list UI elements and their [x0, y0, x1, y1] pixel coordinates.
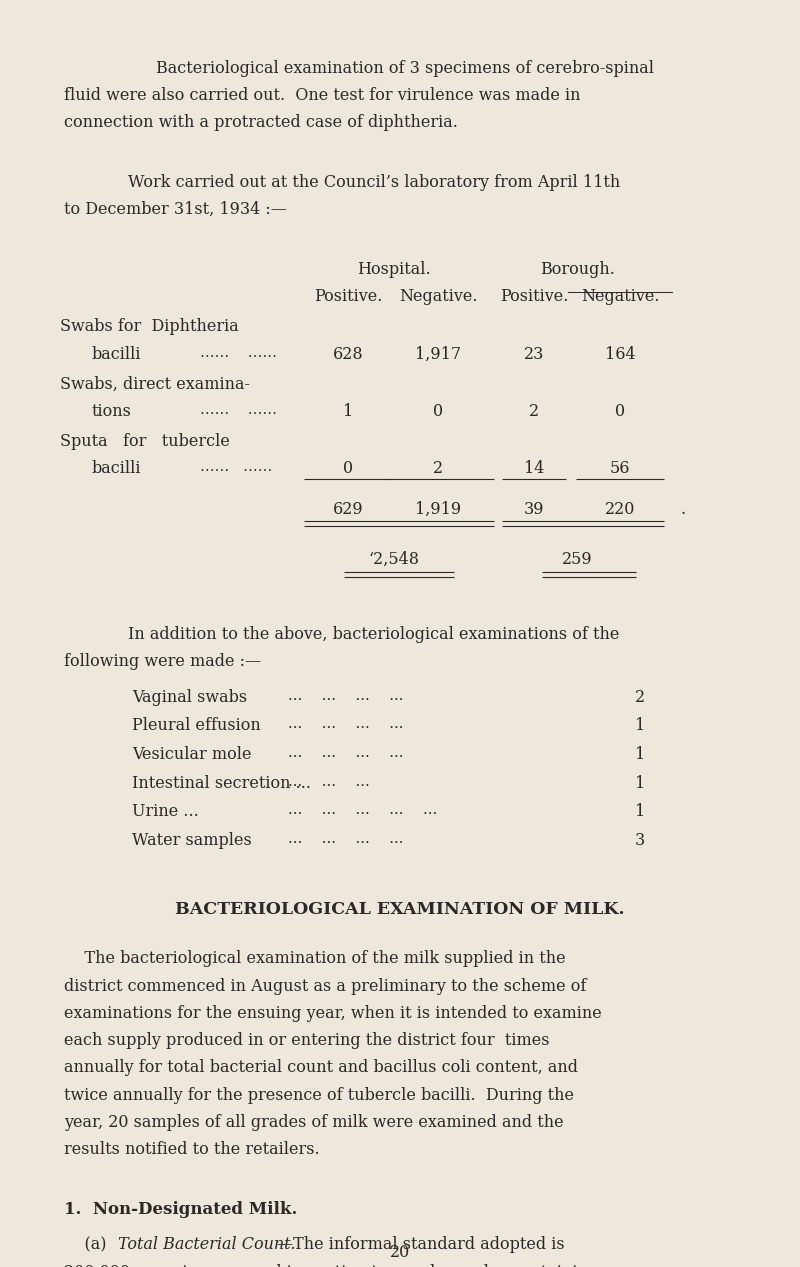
Text: Negative.: Negative. [581, 289, 659, 305]
Text: ……    ……: …… …… [200, 403, 277, 417]
Text: 1: 1 [635, 774, 645, 792]
Text: Total Bacterial Count.: Total Bacterial Count. [118, 1237, 296, 1253]
Text: The bacteriological examination of the milk supplied in the: The bacteriological examination of the m… [64, 950, 566, 967]
Text: 1: 1 [635, 746, 645, 763]
Text: 259: 259 [562, 551, 593, 568]
Text: Vesicular mole: Vesicular mole [132, 746, 251, 763]
Text: .: . [680, 500, 685, 518]
Text: 629: 629 [333, 500, 363, 518]
Text: ...    ...    ...    ...: ... ... ... ... [288, 832, 403, 846]
Text: bacilli: bacilli [92, 346, 142, 362]
Text: ...    ...    ...: ... ... ... [288, 774, 370, 788]
Text: Borough.: Borough. [540, 261, 615, 279]
Text: In addition to the above, bacteriological examinations of the: In addition to the above, bacteriologica… [128, 626, 620, 644]
Text: 628: 628 [333, 346, 363, 362]
Text: 2: 2 [530, 403, 539, 419]
Text: (a): (a) [64, 1237, 112, 1253]
Text: 220: 220 [605, 500, 635, 518]
Text: results notified to the retailers.: results notified to the retailers. [64, 1142, 320, 1158]
Text: BACTERIOLOGICAL EXAMINATION OF MILK.: BACTERIOLOGICAL EXAMINATION OF MILK. [175, 901, 625, 919]
Text: 1,917: 1,917 [415, 346, 462, 362]
Text: 1: 1 [343, 403, 353, 419]
Text: 39: 39 [524, 500, 545, 518]
Text: Pleural effusion: Pleural effusion [132, 717, 261, 735]
Text: Vaginal swabs: Vaginal swabs [132, 689, 247, 706]
Text: ……    ……: …… …… [200, 346, 277, 360]
Text: 2: 2 [434, 460, 443, 476]
Text: 14: 14 [524, 460, 545, 476]
Text: —The informal standard adopted is: —The informal standard adopted is [277, 1237, 565, 1253]
Text: Water samples: Water samples [132, 832, 252, 849]
Text: Hospital.: Hospital. [357, 261, 430, 279]
Text: connection with a protracted case of diphtheria.: connection with a protracted case of dip… [64, 114, 458, 131]
Text: annually for total bacterial count and bacillus coli content, and: annually for total bacterial count and b… [64, 1059, 578, 1076]
Text: ...    ...    ...    ...: ... ... ... ... [288, 717, 403, 731]
Text: 0: 0 [434, 403, 443, 419]
Text: bacilli: bacilli [92, 460, 142, 476]
Text: 56: 56 [610, 460, 630, 476]
Text: 1: 1 [635, 717, 645, 735]
Text: to December 31st, 1934 :—: to December 31st, 1934 :— [64, 201, 287, 218]
Text: Swabs, direct examina-: Swabs, direct examina- [60, 375, 250, 393]
Text: district commenced in August as a preliminary to the scheme of: district commenced in August as a prelim… [64, 978, 586, 995]
Text: 23: 23 [524, 346, 545, 362]
Text: twice annually for the presence of tubercle bacilli.  During the: twice annually for the presence of tuber… [64, 1087, 574, 1104]
Text: tions: tions [92, 403, 132, 419]
Text: Bacteriological examination of 3 specimens of cerebro-spinal: Bacteriological examination of 3 specime… [156, 60, 654, 76]
Text: each supply produced in or entering the district four  times: each supply produced in or entering the … [64, 1033, 550, 1049]
Text: Intestinal secretion ...: Intestinal secretion ... [132, 774, 311, 792]
Text: 0: 0 [615, 403, 625, 419]
Text: Urine ...: Urine ... [132, 803, 198, 820]
Text: ‘2,548: ‘2,548 [368, 551, 419, 568]
Text: Positive.: Positive. [500, 289, 569, 305]
Text: Work carried out at the Council’s laboratory from April 11th: Work carried out at the Council’s labora… [128, 174, 621, 191]
Text: 20: 20 [390, 1244, 410, 1261]
Text: ...    ...    ...    ...: ... ... ... ... [288, 746, 403, 760]
Text: Positive.: Positive. [314, 289, 382, 305]
Text: fluid were also carried out.  One test for virulence was made in: fluid were also carried out. One test fo… [64, 87, 581, 104]
Text: Swabs for  Diphtheria: Swabs for Diphtheria [60, 318, 238, 336]
Text: 200,000 organisms per cubic centimetre, and samples containing: 200,000 organisms per cubic centimetre, … [64, 1263, 598, 1267]
Text: 3: 3 [635, 832, 645, 849]
Text: 164: 164 [605, 346, 635, 362]
Text: ...    ...    ...    ...    ...: ... ... ... ... ... [288, 803, 438, 817]
Text: 1,919: 1,919 [415, 500, 462, 518]
Text: examinations for the ensuing year, when it is intended to examine: examinations for the ensuing year, when … [64, 1005, 602, 1021]
Text: 2: 2 [635, 689, 645, 706]
Text: Sputa   for   tubercle: Sputa for tubercle [60, 433, 230, 450]
Text: ……   ……: …… …… [200, 460, 272, 474]
Text: Negative.: Negative. [399, 289, 478, 305]
Text: 1: 1 [635, 803, 645, 820]
Text: 1.  Non-Designated Milk.: 1. Non-Designated Milk. [64, 1201, 298, 1218]
Text: year, 20 samples of all grades of milk were examined and the: year, 20 samples of all grades of milk w… [64, 1114, 564, 1130]
Text: ...    ...    ...    ...: ... ... ... ... [288, 689, 403, 703]
Text: 0: 0 [343, 460, 353, 476]
Text: following were made :—: following were made :— [64, 654, 261, 670]
